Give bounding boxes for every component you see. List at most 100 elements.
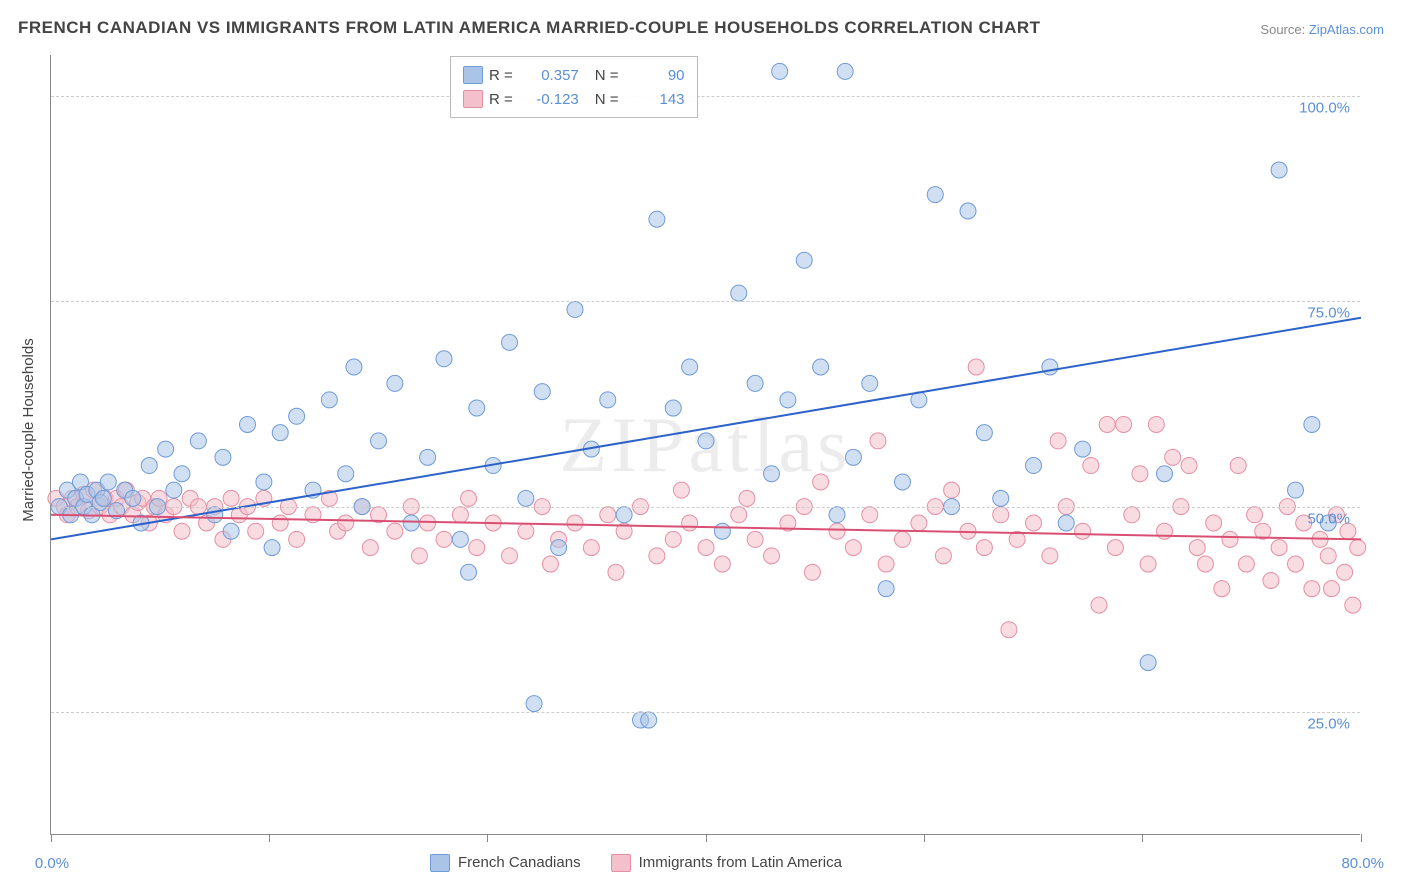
data-point [1157,466,1173,482]
data-point [1222,531,1238,547]
data-point [240,416,256,432]
x-axis-max-label: 80.0% [1341,855,1384,872]
data-point [461,564,477,580]
y-axis-label: Married-couple Households [20,338,37,521]
data-point [1148,416,1164,432]
chart-svg [51,55,1360,834]
data-point [1304,416,1320,432]
data-point [387,375,403,391]
data-point [739,490,755,506]
data-point [1247,507,1263,523]
data-point [436,531,452,547]
data-point [911,515,927,531]
data-point [993,490,1009,506]
x-tick [51,834,52,842]
data-point [420,515,436,531]
data-point [321,392,337,408]
data-point [968,359,984,375]
chart-title: FRENCH CANADIAN VS IMMIGRANTS FROM LATIN… [18,18,1041,38]
data-point [682,359,698,375]
x-tick [1361,834,1362,842]
data-point [1075,523,1091,539]
data-point [1165,449,1181,465]
data-point [248,523,264,539]
data-point [141,458,157,474]
data-point [436,351,452,367]
data-point [272,425,288,441]
data-point [1001,622,1017,638]
data-point [518,490,534,506]
gridline [51,301,1360,302]
data-point [731,507,747,523]
data-point [95,490,111,506]
swatch-series-2 [611,854,631,872]
x-tick [706,834,707,842]
data-point [1304,581,1320,597]
data-point [1091,597,1107,613]
n-value-2: 143 [629,91,685,108]
data-point [174,466,190,482]
data-point [862,507,878,523]
source-link[interactable]: ZipAtlas.com [1309,22,1384,37]
data-point [944,482,960,498]
r-label: R = [489,91,513,108]
data-point [764,548,780,564]
data-point [1140,655,1156,671]
data-point [935,548,951,564]
data-point [600,392,616,408]
legend-item-2: Immigrants from Latin America [611,854,842,872]
data-point [567,515,583,531]
data-point [1083,458,1099,474]
data-point [289,408,305,424]
data-point [1026,458,1042,474]
data-point [1181,458,1197,474]
data-point [878,556,894,572]
n-value-1: 90 [629,67,685,84]
data-point [870,433,886,449]
data-point [403,515,419,531]
data-point [1324,581,1340,597]
data-point [714,523,730,539]
data-point [682,515,698,531]
data-point [780,392,796,408]
r-value-1: 0.357 [523,67,579,84]
data-point [641,712,657,728]
data-point [1230,458,1246,474]
source-label: Source: [1260,22,1305,37]
data-point [207,507,223,523]
data-point [264,540,280,556]
y-tick-label: 50.0% [1307,510,1350,527]
plot-area: ZIPatlas 25.0%50.0%75.0%100.0% [50,55,1360,835]
data-point [1288,556,1304,572]
data-point [1350,540,1366,556]
data-point [1288,482,1304,498]
data-point [804,564,820,580]
n-label: N = [595,91,619,108]
gridline [51,507,1360,508]
data-point [895,531,911,547]
data-point [125,490,141,506]
data-point [1337,564,1353,580]
data-point [338,515,354,531]
data-point [1271,540,1287,556]
data-point [215,449,231,465]
data-point [461,490,477,506]
data-point [960,203,976,219]
data-point [796,252,812,268]
data-point [976,540,992,556]
data-point [166,482,182,498]
data-point [1189,540,1205,556]
data-point [1206,515,1222,531]
data-point [837,63,853,79]
data-point [714,556,730,572]
data-point [452,507,468,523]
data-point [1075,441,1091,457]
data-point [272,515,288,531]
source-attribution: Source: ZipAtlas.com [1260,22,1384,37]
data-point [223,523,239,539]
data-point [862,375,878,391]
y-tick-label: 75.0% [1307,305,1350,322]
data-point [1140,556,1156,572]
data-point [600,507,616,523]
data-point [747,375,763,391]
